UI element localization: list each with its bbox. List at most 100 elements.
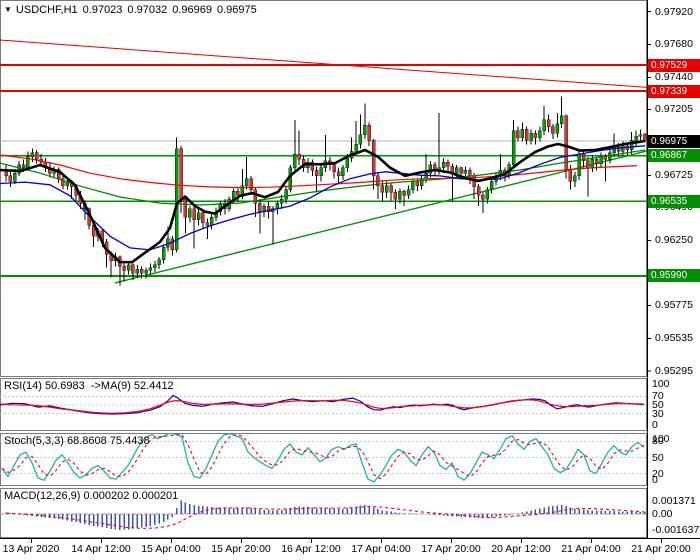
- macd-scale-label: 0.00: [652, 508, 673, 520]
- candle-bullish: [419, 178, 424, 186]
- candle-bearish: [253, 189, 258, 204]
- symbol-dropdown-icon[interactable]: ▼: [4, 5, 12, 14]
- candle-bearish: [516, 130, 520, 138]
- macd-pane-graphics: [0, 500, 647, 530]
- candle-bearish: [533, 133, 538, 138]
- candle-bearish: [21, 164, 26, 168]
- candle-bullish: [485, 189, 489, 200]
- stoch-pane-graphics: [0, 433, 647, 483]
- candle-bullish: [363, 125, 367, 136]
- candle-bullish: [157, 259, 161, 266]
- candle-bullish: [577, 153, 581, 177]
- candle-bearish: [524, 129, 529, 141]
- candle-bearish: [476, 186, 481, 196]
- candle-bearish: [371, 140, 376, 177]
- candle-bearish: [310, 162, 314, 171]
- chart-title: ▼ USDCHF,H1 0.97023 0.97032 0.96969 0.96975: [4, 4, 262, 16]
- rsi-scale-label: 30: [652, 407, 664, 420]
- stoch-k-line: [1, 433, 645, 483]
- candle-bullish: [529, 133, 533, 141]
- candle-bearish: [459, 167, 463, 174]
- ohlc-open: 0.97023: [82, 4, 123, 16]
- candle-bearish: [603, 156, 608, 160]
- candle-bearish: [297, 153, 301, 160]
- macd-signal-line: [5, 505, 645, 529]
- time-tick-label: 13 Apr 2020: [2, 543, 60, 555]
- candle-bearish: [179, 148, 183, 200]
- stoch-scale-label: 50: [652, 451, 664, 464]
- macd-header: MACD(12,26,9) 0.000202 0.000201: [4, 490, 179, 502]
- price-tick-label: 0.97680: [655, 38, 693, 51]
- candle-bullish: [196, 212, 201, 220]
- support-price-tag: 0.96867: [648, 149, 700, 163]
- price-tick-label: 0.96725: [655, 169, 693, 182]
- candle-bullish: [144, 270, 148, 274]
- stoch-d-line: [1, 433, 645, 480]
- candle-bearish: [380, 185, 384, 193]
- candle-bearish: [192, 208, 196, 220]
- price-tick-label: 0.97440: [655, 71, 693, 84]
- candle-bullish: [358, 134, 363, 145]
- candle-bullish: [411, 181, 415, 190]
- rsi-scale-label: 100: [652, 378, 670, 390]
- candle-bullish: [135, 268, 139, 274]
- candle-bullish: [188, 208, 192, 218]
- candle-bullish: [398, 190, 402, 200]
- candle-bullish: [542, 119, 546, 131]
- candle-bearish: [258, 203, 262, 212]
- price-tick-label: 0.95535: [655, 332, 693, 345]
- candle-bearish: [616, 146, 621, 152]
- price-tick-label: 0.97205: [655, 103, 693, 116]
- candle-bullish: [634, 136, 638, 141]
- price-tick-label: 0.97920: [655, 5, 693, 18]
- candle-bullish: [384, 185, 389, 193]
- stoch-scale-label: 100: [652, 433, 670, 445]
- stoch-header: Stoch(5,3,3) 68.8608 75.4438: [4, 435, 150, 447]
- candle-bearish: [61, 178, 65, 186]
- stoch-scale-label: 0: [652, 474, 658, 486]
- candle-bearish: [205, 222, 209, 226]
- macd-pane: [0, 488, 647, 538]
- candle-bullish: [345, 157, 349, 168]
- candle-bearish: [139, 268, 144, 274]
- descending-trendline: [0, 39, 647, 88]
- candle-bullish: [30, 152, 34, 157]
- candle-bearish: [266, 205, 271, 212]
- time-tick-label: 17 Apr 04:00: [351, 543, 411, 555]
- candle-bullish: [406, 189, 411, 196]
- candle-bullish: [319, 167, 323, 177]
- stoch-scale-label: 80: [652, 435, 664, 448]
- candle-bearish: [415, 181, 419, 186]
- rsi-scale-label: 0: [652, 419, 658, 431]
- macd-scale-label: 0.001371: [652, 494, 696, 507]
- candle-bullish: [428, 164, 433, 174]
- time-tick-label: 20 Apr 12:00: [491, 543, 551, 555]
- candle-bearish: [564, 115, 568, 170]
- candle-bullish: [559, 115, 564, 125]
- candle-bearish: [34, 152, 39, 160]
- candle-bearish: [402, 190, 406, 196]
- candle-bearish: [314, 170, 319, 177]
- candle-bearish: [546, 119, 551, 127]
- ma-black-fast: [0, 139, 646, 264]
- candle-bullish: [629, 140, 634, 151]
- candle-bullish: [520, 129, 524, 138]
- support-price-tag: 0.96535: [648, 194, 700, 208]
- price-tick-label: 0.96250: [655, 234, 693, 247]
- price-pane-graphics: [0, 39, 647, 286]
- candle-bullish: [638, 134, 643, 137]
- ohlc-low: 0.96969: [172, 4, 212, 16]
- time-tick-label: 21 Apr 04:00: [561, 543, 621, 555]
- candle-bearish: [332, 164, 336, 173]
- symbol-timeframe: USDCHF,H1: [15, 4, 78, 16]
- candle-bearish: [8, 175, 13, 182]
- candle-bearish: [393, 192, 398, 200]
- candle-bearish: [367, 125, 371, 141]
- candle-bearish: [122, 266, 126, 271]
- time-tick-label: 14 Apr 12:00: [71, 543, 131, 555]
- candle-bullish: [590, 159, 594, 168]
- candle-bearish: [170, 238, 174, 251]
- candle-bearish: [249, 178, 253, 190]
- candle-bullish: [341, 167, 345, 177]
